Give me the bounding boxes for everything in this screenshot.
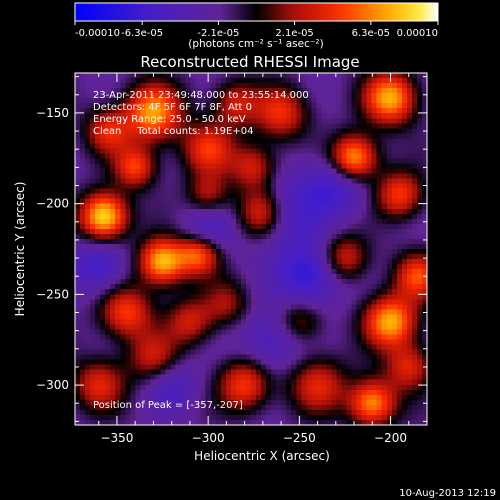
annotation-detectors: Detectors: 4F 5F 6F 7F 8F, Att 0 (93, 102, 252, 113)
colorbar-tick-label: 6.3e-05 (352, 28, 390, 39)
heatmap-image (75, 73, 427, 425)
x-tick-label: −300 (192, 431, 225, 445)
x-tick-label: −200 (374, 431, 407, 445)
annotation-energy: Energy Range: 25.0 - 50.0 keV (93, 114, 246, 125)
colorbar (75, 3, 438, 21)
plot-frame (74, 72, 428, 426)
colorbar-tick-label: 2.1e-05 (275, 28, 313, 39)
y-axis-label: Heliocentric Y (arcsec) (13, 182, 27, 317)
x-tick-label: −350 (100, 431, 133, 445)
annotation-counts: Clean Total counts: 1.19E+04 (93, 126, 253, 137)
colorbar-unit-label: (photons cm⁻² s⁻¹ asec⁻²) (188, 38, 323, 50)
colorbar-frame (74, 2, 439, 22)
colorbar-tick-label: 0.00010 (397, 28, 438, 39)
y-tick-label: −300 (36, 378, 69, 392)
y-tick-label: −200 (36, 197, 69, 211)
timestamp: 10-Aug-2013 12:19 (399, 488, 496, 499)
x-tick-label: −250 (283, 431, 316, 445)
colorbar-tick-label: -2.1e-05 (197, 28, 239, 39)
y-tick-label: −250 (36, 287, 69, 301)
chart-title: Reconstructed RHESSI Image (140, 53, 359, 71)
peak-position-label: Position of Peak = [-357,-207] (93, 400, 243, 411)
y-tick-label: −150 (36, 106, 69, 120)
axis-ticks: −350 −300 −250 −200 −150 −200 −250 −300 (36, 73, 428, 445)
colorbar-tick-label: -0.00010 (75, 28, 120, 39)
colorbar-tick-label: -6.3e-05 (121, 28, 163, 39)
colorbar-ticks: -0.00010 -6.3e-05 -2.1e-05 2.1e-05 6.3e-05 0.… (74, 21, 439, 39)
annotation-time: 23-Apr-2011 23:49:48.000 to 23:55:14.000 (93, 90, 309, 101)
x-axis-label: Heliocentric X (arcsec) (194, 449, 330, 463)
